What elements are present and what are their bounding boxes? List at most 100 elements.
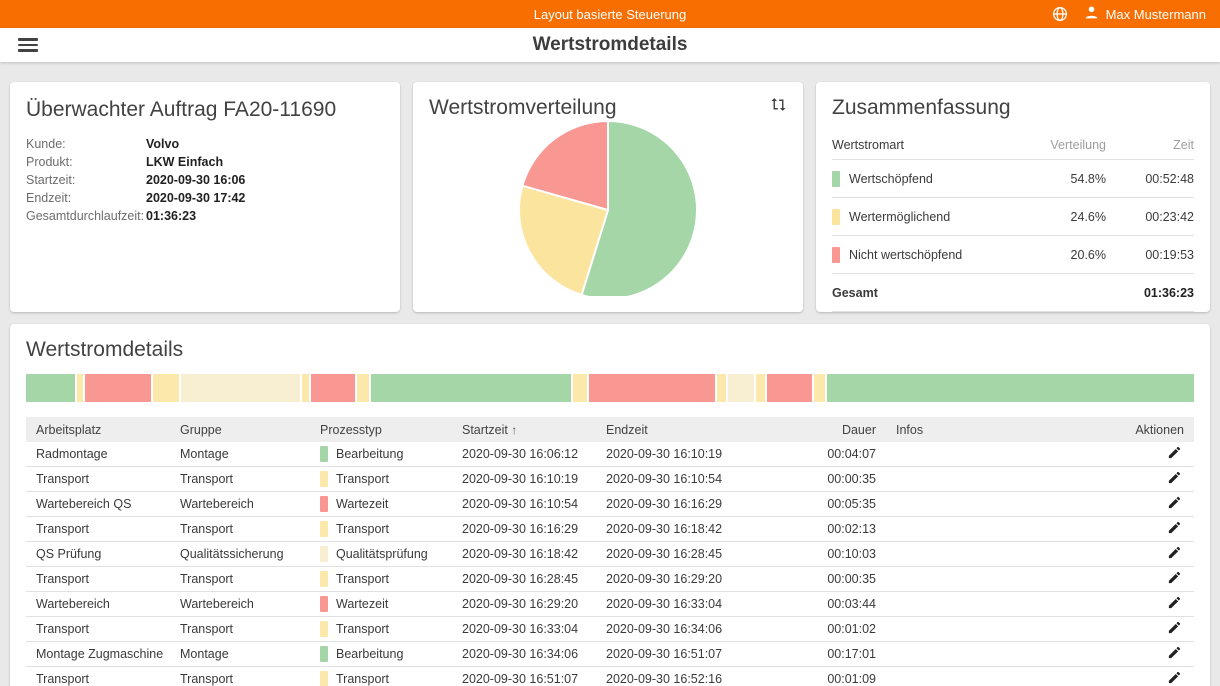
language-globe-icon[interactable] xyxy=(1052,6,1068,22)
timeline-segment-waiting[interactable] xyxy=(766,374,813,402)
menu-hamburger-icon[interactable] xyxy=(18,36,38,54)
sort-ascending-icon: ↑ xyxy=(507,422,518,437)
process-type-swatch xyxy=(320,671,328,686)
edit-row-icon[interactable] xyxy=(1165,595,1184,610)
cell-dauer: 00:00:35 xyxy=(827,572,876,586)
timeline-segment-processing[interactable] xyxy=(26,374,75,402)
cell-startzeit: 2020-09-30 16:28:45 xyxy=(462,572,579,586)
cell-prozesstyp: Transport xyxy=(310,671,452,686)
timeline-segment-transport[interactable] xyxy=(356,374,369,402)
edit-row-icon[interactable] xyxy=(1165,520,1184,535)
cell-gruppe: Qualitätssicherung xyxy=(180,547,284,561)
column-header-dauer[interactable]: Dauer xyxy=(841,422,876,437)
timeline-segment-processing[interactable] xyxy=(370,374,572,402)
cell-endzeit: 2020-09-30 16:18:42 xyxy=(606,522,723,536)
field-label: Kunde: xyxy=(26,137,66,151)
pie-slice-werterm-glichend[interactable] xyxy=(518,184,610,296)
timeline-segment-waiting[interactable] xyxy=(85,374,152,402)
cell-dauer: 00:10:03 xyxy=(827,547,876,561)
table-row: QS Prüfung Qualitätssicherung Qualitätsprü… xyxy=(26,542,1194,567)
column-header-prozesstyp[interactable]: Prozesstyp xyxy=(320,422,382,437)
cell-gruppe: Transport xyxy=(180,572,234,586)
cell-endzeit: 2020-09-30 16:29:20 xyxy=(606,572,723,586)
cell-startzeit: 2020-09-30 16:29:20 xyxy=(462,597,579,611)
table-row: Transport Transport Transport 2020-09-30 16… xyxy=(26,617,1194,642)
order-fields: Kunde: Volvo Produkt: LKW Einfach Startzeit:… xyxy=(26,135,384,225)
process-type-label: Bearbeitung xyxy=(336,647,404,661)
col-zeit: Zeit xyxy=(1173,137,1194,152)
user-menu[interactable]: Max Mustermann xyxy=(1084,5,1206,23)
timeline-segment-transport[interactable] xyxy=(716,374,726,402)
cell-prozesstyp: Qualitätsprüfung xyxy=(310,546,452,562)
column-header-endzeit[interactable]: Endzeit xyxy=(606,422,648,437)
timeline-segment-transport[interactable] xyxy=(573,374,587,402)
process-type-label: Qualitätsprüfung xyxy=(336,547,428,561)
cell-gruppe: Wartebereich xyxy=(180,497,254,511)
edit-row-icon[interactable] xyxy=(1165,670,1184,685)
column-header-arbeitsplatz[interactable]: Arbeitsplatz xyxy=(36,422,102,437)
order-field: Endzeit: 2020-09-30 17:42 xyxy=(26,189,384,207)
cell-endzeit: 2020-09-30 16:10:19 xyxy=(606,447,723,461)
column-header-gruppe[interactable]: Gruppe xyxy=(180,422,222,437)
cell-prozesstyp: Wartezeit xyxy=(310,596,452,612)
process-type-label: Wartezeit xyxy=(336,497,389,511)
edit-row-icon[interactable] xyxy=(1165,445,1184,460)
top-cards-row: Überwachter Auftrag FA20-11690 Kunde: Vol… xyxy=(10,82,1210,312)
details-card-title: Wertstromdetails xyxy=(26,338,184,361)
cell-startzeit: 2020-09-30 16:51:07 xyxy=(462,672,579,686)
timeline-segment-transport[interactable] xyxy=(756,374,765,402)
timeline-segment-transport[interactable] xyxy=(301,374,309,402)
column-header-startzeit[interactable]: Startzeit ↑ xyxy=(462,422,518,437)
pie-slice-nicht-wertsch-pfend[interactable] xyxy=(521,120,609,212)
order-field: Kunde: Volvo xyxy=(26,135,384,153)
table-row: Radmontage Montage Bearbeitung 2020-09-30 1… xyxy=(26,442,1194,467)
timeline-segment-waiting[interactable] xyxy=(310,374,355,402)
distribution-value: 24.6% xyxy=(1070,209,1106,224)
process-type-label: Transport xyxy=(336,672,390,686)
cell-arbeitsplatz: Transport xyxy=(36,622,90,636)
cell-dauer: 00:17:01 xyxy=(827,647,876,661)
cell-arbeitsplatz: Montage Zugmaschine xyxy=(36,647,164,661)
column-header-aktionen[interactable]: Aktionen xyxy=(1135,422,1184,437)
column-header-infos[interactable]: Infos xyxy=(896,422,924,437)
process-type-swatch xyxy=(320,471,328,487)
cell-prozesstyp: Transport xyxy=(310,471,452,487)
process-type-label: Transport xyxy=(336,472,390,486)
order-field: Produkt: LKW Einfach xyxy=(26,153,384,171)
value-stream-timeline xyxy=(26,374,1194,402)
col-wertstromart: Wertstromart xyxy=(832,137,904,152)
edit-row-icon[interactable] xyxy=(1165,570,1184,585)
table-row: Transport Transport Transport 2020-09-30 16… xyxy=(26,667,1194,686)
timeline-segment-transport[interactable] xyxy=(153,374,180,402)
timeline-segment-waiting[interactable] xyxy=(588,374,715,402)
table-header-row: Arbeitsplatz Gruppe Prozesstyp Startzeit ↑ E… xyxy=(26,417,1194,442)
timeline-segment-transport[interactable] xyxy=(76,374,84,402)
timeline-segment-processing[interactable] xyxy=(826,374,1194,402)
color-swatch xyxy=(832,170,840,187)
edit-row-icon[interactable] xyxy=(1165,495,1184,510)
edit-row-icon[interactable] xyxy=(1165,645,1184,660)
stream-type-label: Nicht wertschöpfend xyxy=(849,247,963,262)
edit-row-icon[interactable] xyxy=(1165,470,1184,485)
cell-endzeit: 2020-09-30 16:28:45 xyxy=(606,547,723,561)
field-value: 01:36:23 xyxy=(146,209,197,223)
table-row: Wartebereich QS Wartebereich Wartezeit 2020… xyxy=(26,492,1194,517)
field-value: Volvo xyxy=(146,137,180,151)
summary-row: Nicht wertschöpfend 20.6% 00:19:53 xyxy=(832,236,1194,274)
edit-row-icon[interactable] xyxy=(1165,620,1184,635)
cell-startzeit: 2020-09-30 16:33:04 xyxy=(462,622,579,636)
cell-arbeitsplatz: Radmontage xyxy=(36,447,108,461)
timeline-segment-transport[interactable] xyxy=(814,374,825,402)
pie-slice-wertsch-pfend[interactable] xyxy=(580,120,698,296)
edit-row-icon[interactable] xyxy=(1165,545,1184,560)
cell-dauer: 00:03:44 xyxy=(827,597,876,611)
topbar-actions: Max Mustermann xyxy=(1052,5,1220,23)
cell-gruppe: Transport xyxy=(180,672,234,686)
stream-type-label: Wertschöpfend xyxy=(849,171,933,186)
timeline-segment-quality[interactable] xyxy=(727,374,755,402)
timeline-segment-quality[interactable] xyxy=(181,374,300,402)
swap-chart-icon[interactable] xyxy=(770,96,787,113)
process-type-swatch xyxy=(320,621,328,637)
cell-gruppe: Transport xyxy=(180,622,234,636)
field-value: 2020-09-30 16:06 xyxy=(146,173,246,187)
